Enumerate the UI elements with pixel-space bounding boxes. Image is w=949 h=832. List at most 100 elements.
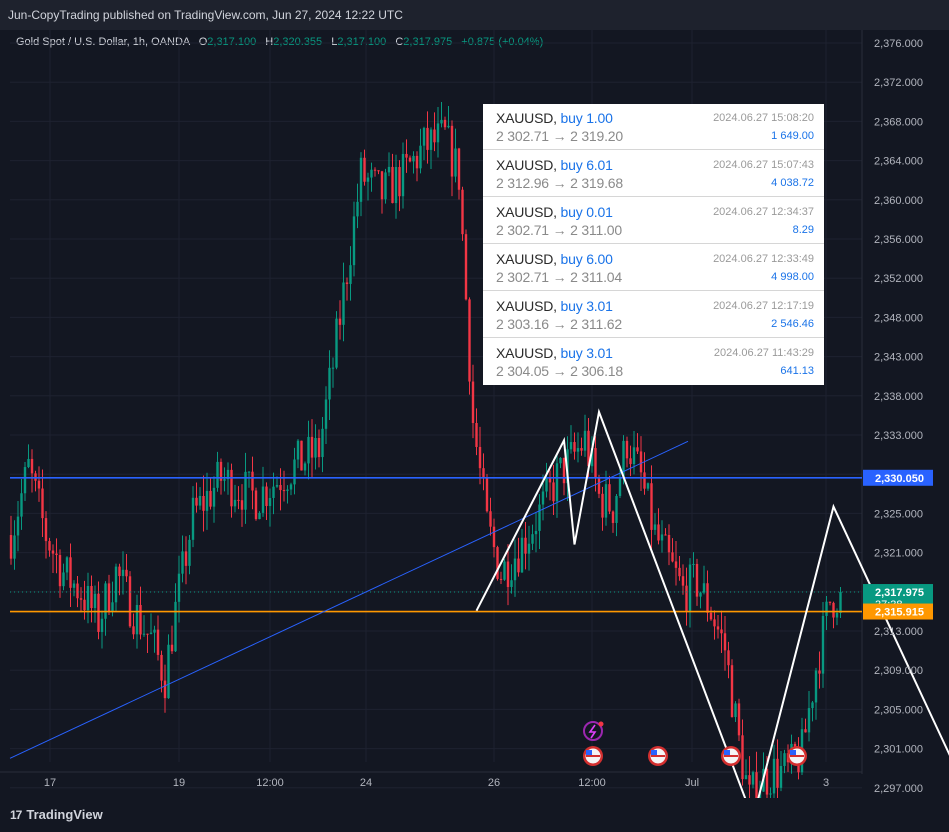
candle-body bbox=[370, 169, 373, 178]
support-level-tag bbox=[863, 603, 933, 620]
candle-body bbox=[422, 127, 426, 146]
candle-body bbox=[748, 775, 751, 785]
price-chart[interactable]: 2,376.000 2,372.000 2,368.000 2,364.000 2,36… bbox=[0, 30, 949, 798]
candle-body bbox=[653, 524, 657, 530]
candle-body bbox=[363, 157, 366, 182]
candle-body bbox=[457, 148, 461, 190]
y-tick-label: 2,309.000 bbox=[874, 665, 923, 677]
candle-body bbox=[821, 615, 825, 674]
trade-profit: 8.29 bbox=[792, 224, 814, 236]
candle-body bbox=[548, 477, 552, 483]
trade-profit: 4 038.72 bbox=[771, 177, 814, 189]
trade-side: buy 1.00 bbox=[560, 110, 613, 126]
candle-body bbox=[300, 440, 303, 471]
candle-body bbox=[261, 486, 265, 513]
candle-body bbox=[163, 680, 167, 699]
candle-body bbox=[384, 172, 387, 200]
candle-body bbox=[72, 583, 76, 588]
candle-body bbox=[244, 471, 247, 510]
candle-body bbox=[723, 633, 727, 651]
candle-body bbox=[177, 573, 181, 602]
candle-body bbox=[685, 585, 688, 613]
candle-body bbox=[13, 535, 16, 559]
candle-body bbox=[167, 644, 170, 699]
candle-body bbox=[506, 561, 510, 587]
trade-row[interactable]: XAUUSD, buy 1.00 2 302.71 → 2 319.20 202… bbox=[483, 104, 824, 150]
candle-body bbox=[615, 495, 618, 523]
candle-body bbox=[335, 318, 338, 368]
candle-body bbox=[412, 155, 415, 162]
candle-body bbox=[559, 457, 562, 464]
candle-body bbox=[489, 511, 492, 527]
candle-body bbox=[153, 629, 156, 633]
candle-body bbox=[839, 592, 842, 613]
trade-row[interactable]: XAUUSD, buy 3.01 2 304.05 → 2 306.18 202… bbox=[496, 345, 814, 379]
candle-body bbox=[184, 551, 188, 566]
trade-profit: 4 998.00 bbox=[771, 271, 814, 283]
candle-body bbox=[65, 557, 69, 573]
candle-body bbox=[832, 602, 835, 618]
candle-body bbox=[198, 495, 202, 506]
candle-body bbox=[468, 299, 471, 382]
y-tick-label: 2,333.000 bbox=[874, 430, 923, 442]
y-tick-label: 2,376.000 bbox=[874, 38, 923, 50]
candle-body bbox=[41, 488, 44, 519]
y-tick-label: 2,301.000 bbox=[874, 744, 923, 756]
candle-body bbox=[576, 448, 580, 452]
candle-body bbox=[58, 555, 62, 587]
candle-body bbox=[272, 486, 275, 498]
candle-body bbox=[107, 583, 111, 612]
trade-row[interactable]: XAUUSD, buy 6.01 2 312.96 → 2 319.68 202… bbox=[483, 151, 824, 197]
y-tick-label: 2,297.000 bbox=[874, 783, 923, 795]
trade-row[interactable]: XAUUSD, buy 6.00 2 302.71 → 2 311.04 202… bbox=[483, 245, 824, 291]
candles bbox=[9, 102, 842, 798]
candle-body bbox=[142, 633, 146, 635]
candle-body bbox=[331, 367, 335, 369]
trade-side: buy 0.01 bbox=[560, 204, 613, 220]
tradingview-logo[interactable]: 17 TradingView bbox=[10, 807, 103, 822]
trade-time: 2024.06.27 15:07:43 bbox=[713, 159, 814, 171]
candle-body bbox=[387, 166, 391, 173]
candle-body bbox=[835, 612, 839, 618]
candle-body bbox=[135, 604, 139, 635]
candle-body bbox=[594, 448, 597, 479]
trade-time: 2024.06.27 15:08:20 bbox=[713, 112, 814, 124]
candle-body bbox=[650, 483, 653, 530]
trade-prices: 2 302.71 → 2 311.00 bbox=[496, 222, 622, 238]
candle-body bbox=[268, 497, 272, 506]
candle-body bbox=[503, 561, 506, 580]
trade-row[interactable]: XAUUSD, buy 0.01 2 302.71 → 2 311.00 202… bbox=[483, 198, 824, 244]
candle-body bbox=[37, 480, 41, 489]
candle-body bbox=[702, 583, 706, 593]
candle-body bbox=[265, 486, 268, 506]
symbol-name[interactable]: Gold Spot / U.S. Dollar, 1h, OANDA bbox=[16, 36, 190, 48]
candle-body bbox=[769, 793, 772, 795]
y-tick-label: 2,325.000 bbox=[874, 508, 923, 520]
candle-body bbox=[475, 422, 478, 447]
candle-body bbox=[212, 487, 216, 507]
event-icons bbox=[583, 721, 807, 766]
trade-symbol: XAUUSD bbox=[496, 251, 554, 267]
candle-body bbox=[688, 564, 692, 613]
candle-body bbox=[202, 495, 205, 511]
us-flag-icon-canton bbox=[724, 750, 730, 755]
candle-body bbox=[636, 447, 639, 452]
us-flag-icon-canton bbox=[790, 750, 796, 755]
candle-body bbox=[513, 558, 517, 581]
y-tick-label: 2,372.000 bbox=[874, 77, 923, 89]
candle-body bbox=[282, 490, 286, 492]
trade-row[interactable]: XAUUSD, buy 3.01 2 303.16 → 2 311.62 202… bbox=[483, 292, 824, 338]
candle-body bbox=[114, 566, 118, 603]
y-tick-label: 2,368.000 bbox=[874, 116, 923, 128]
candle-body bbox=[324, 399, 328, 429]
candle-body bbox=[247, 471, 251, 473]
candle-body bbox=[23, 467, 27, 494]
price-axis: 2,376.000 2,372.000 2,368.000 2,364.000 2,36… bbox=[863, 38, 933, 795]
candle-body bbox=[79, 598, 83, 600]
candle-body bbox=[433, 129, 436, 143]
candle-body bbox=[737, 703, 741, 736]
symbol-legend: Gold Spot / U.S. Dollar, 1h, OANDA O2,31… bbox=[16, 36, 543, 48]
candle-body bbox=[104, 583, 107, 619]
candle-body bbox=[534, 530, 538, 535]
high-value: 2,320.355 bbox=[273, 36, 323, 48]
